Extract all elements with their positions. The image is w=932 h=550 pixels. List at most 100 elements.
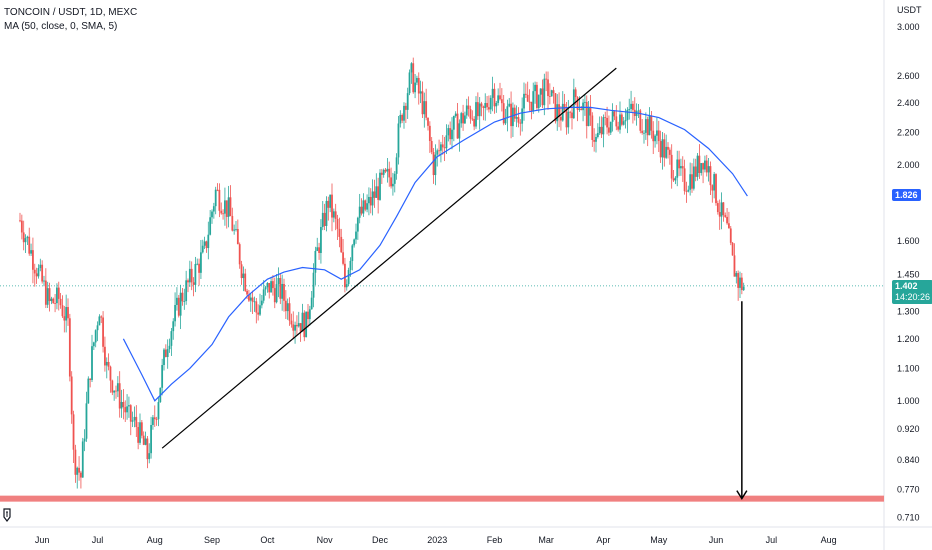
candle-body bbox=[52, 298, 55, 304]
candle-body bbox=[26, 236, 29, 239]
candle-body bbox=[59, 298, 62, 306]
candle-body bbox=[251, 297, 254, 302]
candle-body bbox=[580, 108, 583, 111]
candle-body bbox=[120, 401, 123, 409]
candle-body bbox=[20, 220, 23, 233]
candle-body bbox=[569, 111, 572, 113]
candle-body bbox=[152, 417, 154, 425]
candle-body bbox=[229, 197, 232, 216]
candle-body bbox=[216, 189, 219, 191]
candle-body bbox=[48, 288, 51, 302]
candle-body bbox=[739, 277, 741, 288]
trendline bbox=[161, 67, 617, 449]
x-tick-label: Jun bbox=[709, 535, 724, 545]
candle-body bbox=[67, 307, 69, 319]
tradingview-logo-icon bbox=[3, 508, 11, 522]
candle-body bbox=[707, 166, 710, 173]
candle-body bbox=[200, 252, 202, 273]
candle-body bbox=[445, 135, 448, 149]
candle-body bbox=[192, 282, 195, 285]
candle-body bbox=[153, 417, 156, 420]
candle-body bbox=[530, 101, 533, 112]
candle-body bbox=[233, 229, 236, 231]
candle-body bbox=[76, 467, 79, 475]
candle-body bbox=[388, 168, 391, 178]
candle-body bbox=[32, 250, 34, 270]
candle-body bbox=[406, 93, 409, 110]
candle-body bbox=[107, 361, 110, 367]
candle-body bbox=[515, 117, 518, 119]
candle-body bbox=[443, 147, 446, 149]
candle-body bbox=[650, 116, 653, 131]
y-tick-label: 1.450 bbox=[897, 269, 920, 279]
candle-body bbox=[297, 323, 300, 327]
candle-body bbox=[87, 378, 90, 404]
candle-body bbox=[104, 346, 106, 366]
candle-countdown: 14:20:26 bbox=[895, 291, 931, 302]
y-tick-label: 2.200 bbox=[897, 128, 920, 138]
candle-body bbox=[334, 211, 337, 219]
symbol-title: TONCOIN / USDT, 1D, MEXC bbox=[4, 7, 138, 18]
x-tick-label: Oct bbox=[260, 535, 275, 545]
candle-body bbox=[126, 406, 128, 413]
candle-body bbox=[704, 160, 706, 170]
candle-body bbox=[218, 189, 221, 211]
x-tick-label: Jun bbox=[35, 535, 50, 545]
candle-body bbox=[301, 312, 304, 332]
x-tick-label: Sep bbox=[204, 535, 220, 545]
candle-body bbox=[203, 241, 206, 246]
y-tick-label: 0.770 bbox=[897, 485, 920, 495]
candle-body bbox=[698, 155, 701, 173]
candle-body bbox=[632, 103, 634, 110]
candle-body bbox=[554, 93, 557, 122]
candle-body bbox=[144, 438, 147, 445]
candle-body bbox=[262, 289, 265, 301]
candle-body bbox=[393, 173, 396, 184]
candle-body bbox=[728, 223, 730, 229]
candle-body bbox=[504, 118, 507, 124]
candle-body bbox=[179, 292, 182, 316]
candle-body bbox=[563, 103, 566, 110]
candle-body bbox=[395, 157, 398, 174]
candle-body bbox=[100, 316, 103, 318]
x-tick-label: Mar bbox=[538, 535, 554, 545]
candle-body bbox=[460, 113, 463, 124]
candle-body bbox=[694, 166, 697, 177]
candle-body bbox=[28, 236, 31, 254]
candle-body bbox=[397, 123, 400, 158]
candle-body bbox=[81, 441, 84, 478]
candle-body bbox=[331, 194, 333, 218]
candle-body bbox=[80, 472, 82, 478]
candle-body bbox=[574, 89, 577, 98]
candle-body bbox=[85, 403, 88, 439]
candle-body bbox=[259, 305, 261, 315]
candle-body bbox=[654, 135, 656, 142]
candle-body bbox=[408, 72, 411, 94]
candle-body bbox=[449, 128, 452, 140]
candle-body bbox=[166, 349, 169, 357]
candle-body bbox=[270, 281, 272, 293]
candle-body bbox=[582, 102, 584, 111]
y-tick-label: 1.300 bbox=[897, 307, 920, 317]
candle-body bbox=[279, 278, 282, 299]
candle-body bbox=[558, 104, 560, 117]
candle-body bbox=[428, 125, 431, 141]
candle-body bbox=[643, 132, 645, 134]
candle-body bbox=[310, 297, 313, 310]
candle-body bbox=[711, 185, 714, 191]
candle-body bbox=[362, 200, 365, 214]
candle-body bbox=[423, 101, 426, 115]
candle-body bbox=[585, 101, 588, 127]
candle-body bbox=[508, 103, 511, 107]
candle-body bbox=[214, 189, 217, 207]
candle-body bbox=[488, 107, 490, 110]
candle-body bbox=[329, 194, 332, 208]
candle-body bbox=[567, 111, 570, 128]
candle-body bbox=[615, 116, 618, 127]
candle-body bbox=[668, 149, 671, 155]
candle-body bbox=[565, 109, 568, 128]
candle-body bbox=[613, 111, 616, 117]
candle-body bbox=[611, 111, 614, 122]
candle-body bbox=[332, 211, 335, 218]
